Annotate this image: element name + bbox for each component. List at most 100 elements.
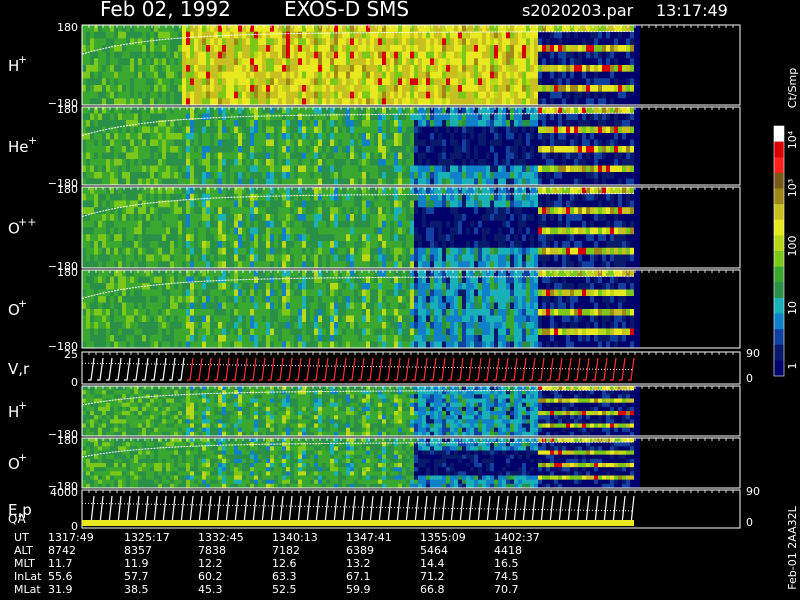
pixel-cell [470,113,475,121]
pixel-cell [202,71,207,79]
pixel-cell [314,200,319,208]
pixel-cell [322,254,327,262]
pixel-cell [386,139,391,147]
pixel-cell [546,98,551,106]
pixel-cell [134,247,139,255]
pixel-cell [322,45,327,53]
pixel-cell [374,159,379,166]
pixel-cell [598,146,603,153]
pixel-cell [618,51,623,59]
pixel-cell [382,51,387,59]
pixel-cell [542,254,547,262]
pixel-cell [534,91,539,99]
pixel-cell [574,193,579,201]
pixel-cell [526,220,531,228]
pixel-cell [102,85,107,93]
pixel-cell [198,187,203,195]
pixel-cell [134,159,139,166]
pixel-cell [266,247,271,255]
pixel-cell [238,214,243,222]
pixel-cell [182,159,187,166]
pixel-cell [498,220,503,228]
pixel-cell [82,187,87,195]
pixel-cell [294,193,299,201]
pixel-cell [342,25,347,33]
pixel-cell [110,85,115,93]
pixel-cell [554,172,559,179]
pixel-cell [386,120,391,127]
pixel-cell [466,45,471,53]
pixel-cell [346,227,351,235]
pixel-cell [374,78,379,86]
pixel-cell [106,220,111,228]
pixel-cell [542,98,547,106]
pixel-cell [114,139,119,147]
pixel-cell [554,139,559,147]
pixel-cell [282,187,287,195]
pixel-cell [326,234,331,242]
pixel-cell [474,139,479,147]
pixel-cell [134,152,139,160]
pixel-cell [262,234,267,242]
pixel-cell [250,172,255,179]
pixel-cell [438,234,443,242]
pixel-cell [266,51,271,59]
pixel-cell [534,45,539,53]
pixel-cell [366,51,371,59]
pixel-cell [166,254,171,262]
pixel-cell [594,38,599,46]
pixel-cell [258,152,263,160]
pixel-cell [138,220,143,228]
pixel-cell [142,207,147,215]
pixel-cell [514,178,519,186]
pixel-cell [510,200,515,208]
pixel-cell [402,187,407,195]
pixel-cell [126,234,131,242]
pixel-cell [142,178,147,186]
pixel-cell [330,51,335,59]
pixel-cell [134,207,139,215]
pixel-cell [590,45,595,53]
pixel-cell [314,85,319,93]
pixel-cell [150,98,155,106]
pixel-cell [86,178,91,186]
pixel-cell [410,214,415,222]
pixel-cell [102,139,107,147]
pixel-cell [570,227,575,235]
pixel-cell [618,91,623,99]
pixel-cell [406,247,411,255]
pixel-cell [338,85,343,93]
pixel-cell [510,152,515,160]
pixel-cell [526,165,531,173]
pixel-cell [186,85,191,93]
pixel-cell [418,165,423,173]
pixel-cell [466,126,471,134]
pixel-cell [158,207,163,215]
pixel-cell [374,45,379,53]
pixel-cell [598,178,603,186]
pixel-cell [102,193,107,201]
pixel-cell [286,126,291,134]
pixel-cell [302,247,307,255]
pixel-cell [562,193,567,201]
pixel-cell [354,133,359,140]
pixel-cell [174,120,179,127]
pixel-cell [226,78,231,86]
pixel-cell [314,159,319,166]
pixel-cell [98,234,103,242]
pixel-cell [610,159,615,166]
pixel-cell [126,178,131,186]
pixel-cell [618,65,623,73]
pixel-cell [234,98,239,106]
pixel-cell [142,220,147,228]
pixel-cell [142,261,147,269]
pixel-cell [238,45,243,53]
pixel-cell [510,120,515,127]
pixel-cell [126,227,131,235]
pixel-cell [274,165,279,173]
pixel-cell [330,133,335,140]
pixel-cell [314,234,319,242]
pixel-cell [214,139,219,147]
pixel-cell [618,25,623,33]
pixel-cell [154,78,159,86]
